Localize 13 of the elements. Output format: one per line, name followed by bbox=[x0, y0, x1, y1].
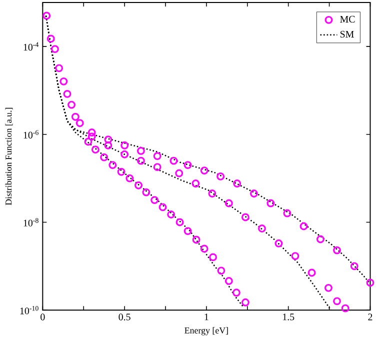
x-axis-title: Energy [eV] bbox=[184, 327, 228, 336]
legend-label: SM bbox=[340, 31, 354, 38]
x-tick-label: 0.5 bbox=[118, 314, 130, 321]
legend-label: MC bbox=[340, 16, 355, 23]
x-tick-label: 0 bbox=[40, 314, 45, 321]
y-tick-label: 10$^{-10}$ bbox=[20, 306, 38, 314]
y-tick-label: 10$^{-8}$ bbox=[24, 218, 38, 227]
x-tick-label: 1.5 bbox=[283, 314, 294, 321]
x-tick-label: 2 bbox=[368, 314, 372, 320]
x-tick-label: 1 bbox=[204, 314, 208, 320]
y-tick-label: 10$^{-6}$ bbox=[24, 130, 38, 139]
y-axis-title: Distribution Function [a.u.] bbox=[5, 108, 13, 206]
y-tick-label: 10$^{-4}$ bbox=[24, 42, 39, 51]
